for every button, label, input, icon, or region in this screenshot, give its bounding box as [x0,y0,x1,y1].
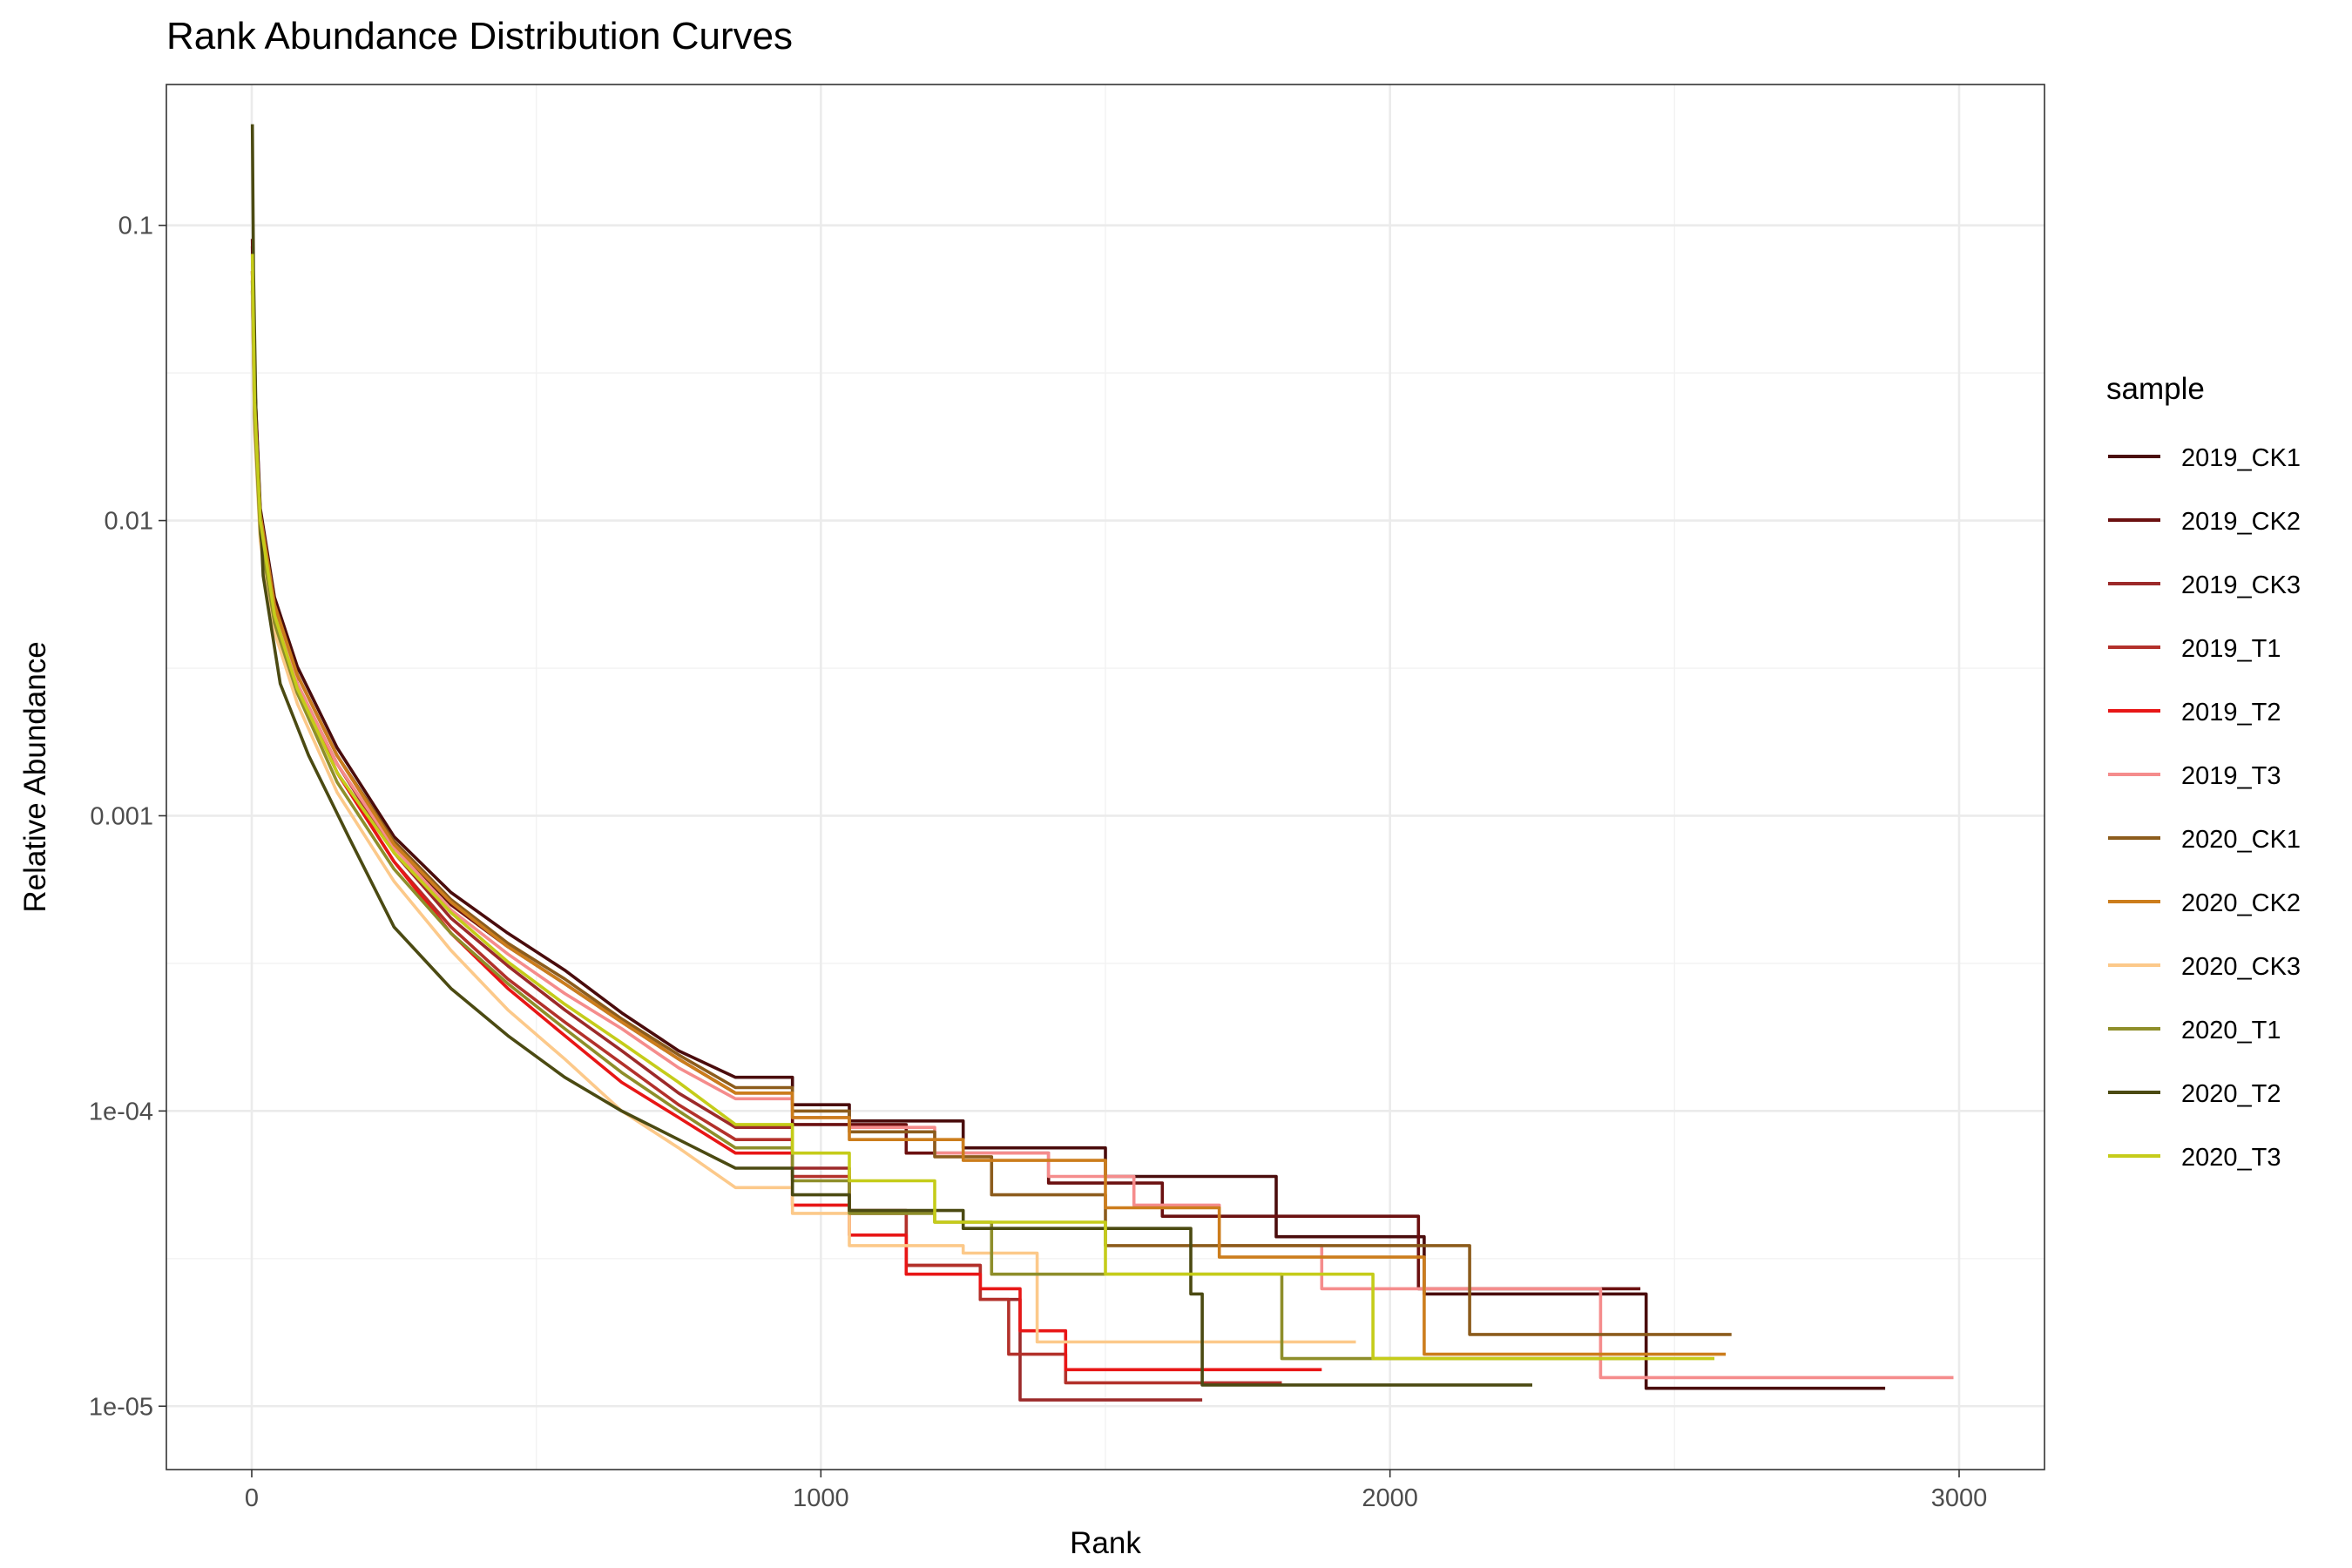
legend-items: 2019_CK1 2019_CK2 2019_CK3 2019_T1 2019_T2 20… [2108,444,2301,1172]
legend: sample 2019_CK12019_CK22019_CK32019_T120… [2106,372,2301,1172]
legend-title: sample [2106,372,2205,406]
legend-label-2019_CK1: 2019_CK1 [2181,444,2301,472]
y-tick-label: 1e-05 [89,1393,153,1421]
legend-label-2020_CK2: 2020_CK2 [2181,889,2301,917]
grid-lines [166,84,2044,1470]
y-tick-label: 0.1 [118,213,153,240]
y-axis: 1e-05 1e-04 0.001 0.01 0.1 [89,213,166,1421]
legend-label-2019_CK3: 2019_CK3 [2181,571,2301,599]
x-tick-label: 0 [245,1484,259,1512]
x-tick-label: 1000 [793,1484,849,1512]
legend-label-2020_CK3: 2020_CK3 [2181,953,2301,981]
series-line-2020_T1 [250,280,1641,1361]
legend-label-2019_T2: 2019_T2 [2181,699,2281,727]
legend-label-2019_T1: 2019_T1 [2181,635,2281,663]
legend-label-2019_CK2: 2019_CK2 [2181,508,2301,536]
chart-title: Rank Abundance Distribution Curves [166,15,793,57]
y-tick-label: 1e-04 [89,1098,153,1125]
series-line-2020_CK2 [250,271,1727,1356]
legend-label-2020_CK1: 2020_CK1 [2181,826,2301,854]
x-tick-label: 2000 [1362,1484,1418,1512]
plot-panel [166,84,2045,1470]
legend-label-2020_T3: 2020_T3 [2181,1144,2281,1172]
series-line-2020_T2 [250,124,1532,1387]
x-tick-label: 3000 [1931,1484,1988,1512]
y-tick-label: 0.001 [90,802,153,830]
x-axis-title: Rank [1070,1526,1141,1560]
y-tick-label: 0.01 [105,508,153,536]
legend-label-2019_T3: 2019_T3 [2181,762,2281,790]
y-axis-title: Relative Abundance [18,641,52,912]
panel-border [166,84,2045,1470]
legend-label-2020_T1: 2020_T1 [2181,1017,2281,1044]
series-lines [250,124,1954,1402]
x-axis: 0 1000 2000 3000 [245,1470,1987,1512]
legend-label-2020_T2: 2020_T2 [2181,1080,2281,1108]
series-line-2020_CK3 [250,290,1356,1344]
series-line-2020_T3 [250,253,1715,1361]
